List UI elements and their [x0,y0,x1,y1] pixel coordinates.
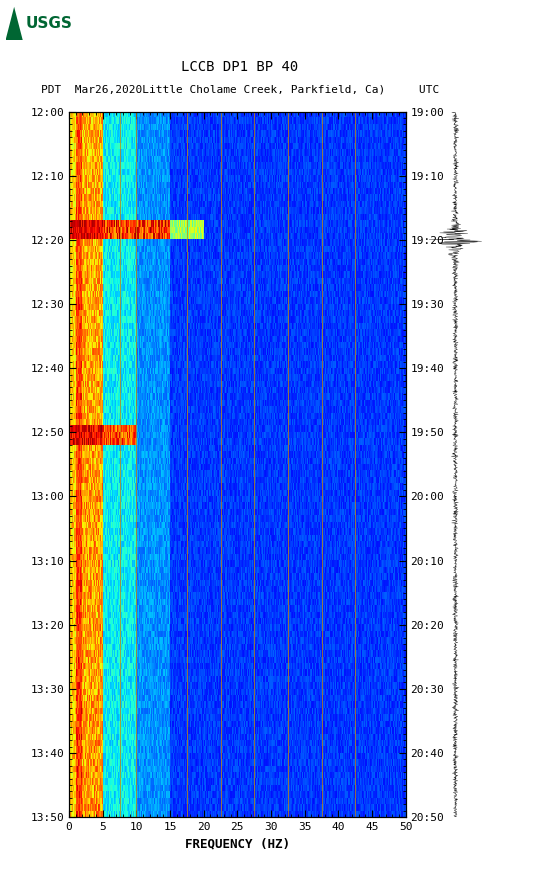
Text: USGS: USGS [25,16,72,31]
Text: PDT  Mar26,2020Little Cholame Creek, Parkfield, Ca)     UTC: PDT Mar26,2020Little Cholame Creek, Park… [41,84,439,95]
Polygon shape [6,7,23,40]
X-axis label: FREQUENCY (HZ): FREQUENCY (HZ) [185,838,290,850]
Text: LCCB DP1 BP 40: LCCB DP1 BP 40 [182,60,299,74]
